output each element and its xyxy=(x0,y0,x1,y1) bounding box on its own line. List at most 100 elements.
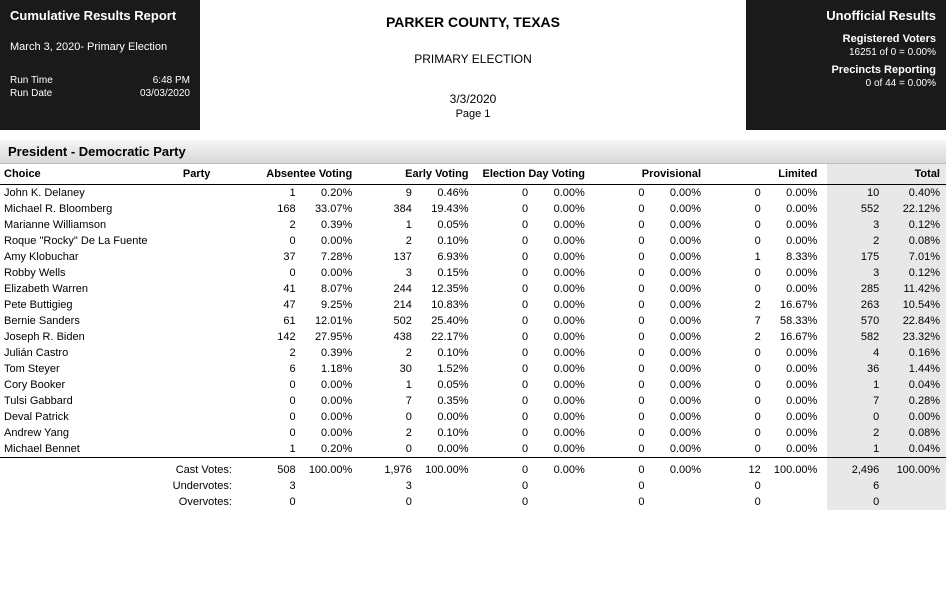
col-party: Party xyxy=(179,164,246,185)
cell-count: 0 xyxy=(479,409,533,425)
run-date-label: Run Date xyxy=(10,88,52,99)
cell-pct: 0.00% xyxy=(300,425,363,441)
cell-pct: 0.00% xyxy=(532,329,595,345)
cell-pct: 0.08% xyxy=(883,233,946,249)
table-row: Roque "Rocky" De La Fuente00.00%20.10%00… xyxy=(0,233,946,249)
cell-count: 0 xyxy=(246,425,300,441)
cell-count: 2,496 xyxy=(827,458,883,479)
cell-pct: 0.00% xyxy=(648,249,711,265)
cell-pct: 0.00% xyxy=(648,345,711,361)
cell-count: 0 xyxy=(595,281,649,297)
overvotes-row: Overvotes:000000 xyxy=(0,494,946,510)
cell-count: 0 xyxy=(711,494,765,510)
cell-pct: 0.00% xyxy=(648,377,711,393)
cell-count: 0 xyxy=(827,409,883,425)
table-row: Robby Wells00.00%30.15%00.00%00.00%00.00… xyxy=(0,265,946,281)
cell-count: 6 xyxy=(827,478,883,494)
cell-pct: 0.12% xyxy=(883,217,946,233)
cell-count: 0 xyxy=(362,441,416,458)
cell-pct: 0.00% xyxy=(532,425,595,441)
cell-party xyxy=(179,297,246,313)
cell-pct: 33.07% xyxy=(300,201,363,217)
cell-choice: Roque "Rocky" De La Fuente xyxy=(0,233,179,249)
cell-count: 1 xyxy=(246,185,300,202)
cell-pct xyxy=(532,494,595,510)
cell-choice: Joseph R. Biden xyxy=(0,329,179,345)
cell-choice: Bernie Sanders xyxy=(0,313,179,329)
cell-count: 438 xyxy=(362,329,416,345)
cell-pct: 12.01% xyxy=(300,313,363,329)
cell-count: 0 xyxy=(711,217,765,233)
cell-pct: 0.00% xyxy=(765,441,828,458)
cell-count: 263 xyxy=(827,297,883,313)
cell-count: 3 xyxy=(827,217,883,233)
left-banner: Cumulative Results Report March 3, 2020-… xyxy=(0,0,200,130)
cell-pct: 25.40% xyxy=(416,313,479,329)
cell-count: 214 xyxy=(362,297,416,313)
cell-count: 0 xyxy=(595,409,649,425)
cell-pct: 0.39% xyxy=(300,217,363,233)
cell-pct: 0.00% xyxy=(648,233,711,249)
cell-count: 7 xyxy=(711,313,765,329)
cell-pct: 0.00% xyxy=(648,441,711,458)
cell-count: 0 xyxy=(711,345,765,361)
cell-count: 0 xyxy=(479,233,533,249)
cell-count: 0 xyxy=(711,233,765,249)
cell-count: 61 xyxy=(246,313,300,329)
cell-count: 0 xyxy=(711,441,765,458)
cell-pct: 0.00% xyxy=(416,409,479,425)
cell-pct: 0.00% xyxy=(648,185,711,202)
cell-pct: 1.44% xyxy=(883,361,946,377)
col-eday: Election Day Voting xyxy=(479,164,595,185)
cell-count: 0 xyxy=(595,458,649,479)
cell-count: 0 xyxy=(595,249,649,265)
cell-party xyxy=(179,281,246,297)
cell-count: 175 xyxy=(827,249,883,265)
cell-pct: 0.05% xyxy=(416,217,479,233)
cell-count: 0 xyxy=(595,217,649,233)
cell-count: 0 xyxy=(479,313,533,329)
cell-pct: 0.00% xyxy=(532,249,595,265)
cell-count: 37 xyxy=(246,249,300,265)
cell-pct: 0.00% xyxy=(300,409,363,425)
cell-pct: 0.00% xyxy=(532,345,595,361)
cell-pct: 0.04% xyxy=(883,377,946,393)
run-time-label: Run Time xyxy=(10,75,53,86)
cell-count: 2 xyxy=(246,345,300,361)
cell-pct: 0.00% xyxy=(765,393,828,409)
cell-choice: Tom Steyer xyxy=(0,361,179,377)
cell-count: 0 xyxy=(595,361,649,377)
cell-pct: 0.00% xyxy=(765,185,828,202)
cell-count: 3 xyxy=(246,478,300,494)
cell-count: 1 xyxy=(362,217,416,233)
cell-pct xyxy=(532,478,595,494)
run-time-value: 6:48 PM xyxy=(153,75,190,86)
cell-count: 0 xyxy=(711,478,765,494)
contest-heading: President - Democratic Party xyxy=(0,140,946,164)
cell-count: 582 xyxy=(827,329,883,345)
cell-pct: 10.54% xyxy=(883,297,946,313)
table-row: Joseph R. Biden14227.95%43822.17%00.00%0… xyxy=(0,329,946,345)
table-row: Amy Klobuchar377.28%1376.93%00.00%00.00%… xyxy=(0,249,946,265)
cell-pct: 100.00% xyxy=(416,458,479,479)
col-provisional: Provisional xyxy=(595,164,711,185)
cell-pct: 0.00% xyxy=(883,409,946,425)
cell-count: 0 xyxy=(479,201,533,217)
election-date: 3/3/2020 xyxy=(200,92,746,106)
cell-pct: 0.04% xyxy=(883,441,946,458)
cell-choice: Cory Booker xyxy=(0,377,179,393)
cell-count: 0 xyxy=(711,201,765,217)
table-row: Julián Castro20.39%20.10%00.00%00.00%00.… xyxy=(0,345,946,361)
cell-count: 0 xyxy=(479,297,533,313)
cell-count: 0 xyxy=(595,329,649,345)
cell-pct: 0.10% xyxy=(416,233,479,249)
cell-pct: 0.00% xyxy=(648,393,711,409)
cell-pct xyxy=(648,478,711,494)
right-banner: Unofficial Results Registered Voters 162… xyxy=(746,0,946,130)
cell-count: 47 xyxy=(246,297,300,313)
table-row: Tom Steyer61.18%301.52%00.00%00.00%00.00… xyxy=(0,361,946,377)
cell-count: 3 xyxy=(827,265,883,281)
cell-count: 0 xyxy=(711,377,765,393)
overvotes-row-label: Overvotes: xyxy=(0,494,246,510)
cell-pct: 0.00% xyxy=(648,201,711,217)
